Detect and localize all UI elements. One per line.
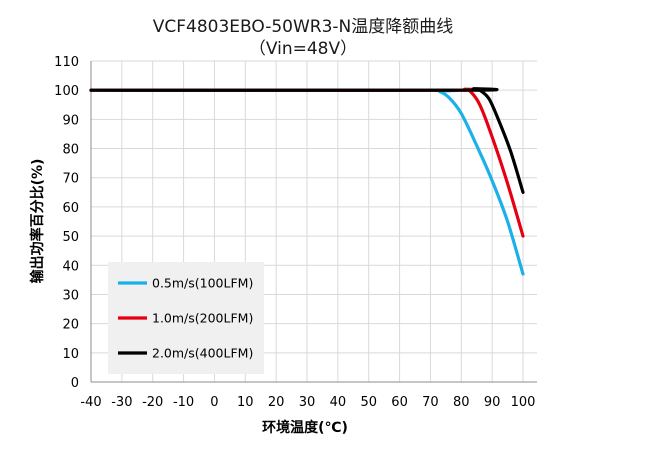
x-tick-label: 90 (484, 395, 501, 410)
x-axis-title: 环境温度(℃) (262, 419, 348, 436)
y-tick-label: 100 (54, 84, 79, 99)
x-tick-label: 100 (511, 395, 536, 410)
y-tick-label: 90 (62, 113, 79, 128)
series-line (89, 87, 525, 194)
x-tick-label: 40 (330, 395, 347, 410)
x-tick-labels: -40 -30 -20 -10 0 10 20 30 40 50 60 70 80 90 100 (80, 395, 535, 410)
y-tick-label: 50 (62, 230, 79, 245)
y-tick-label: 70 (62, 172, 79, 187)
axes (90, 61, 537, 383)
x-tick-label: 20 (268, 395, 285, 410)
chart-subtitle: （Vin=48V） (249, 39, 357, 59)
y-tick-label: 80 (62, 143, 79, 158)
series-lines (89, 87, 525, 276)
x-tick-label: 80 (453, 395, 470, 410)
legend: 0.5m/s(100LFM) 1.0m/s(200LFM) 2.0m/s(400LF… (108, 262, 264, 374)
y-tick-label: 0 (71, 376, 79, 391)
y-tick-label: 60 (62, 201, 79, 216)
legend-label: 2.0m/s(400LFM) (152, 346, 253, 361)
x-tick-label: 50 (360, 395, 377, 410)
x-tick-label: 30 (299, 395, 316, 410)
legend-label: 1.0m/s(200LFM) (152, 311, 253, 326)
x-tick-label: 0 (210, 395, 218, 410)
x-tick-label: 10 (237, 395, 254, 410)
x-tick-label: -30 (111, 395, 132, 410)
x-tick-label: -20 (142, 395, 163, 410)
y-tick-labels: 0 10 20 30 40 50 60 70 80 90 100 110 (54, 55, 79, 391)
y-tick-label: 10 (62, 347, 79, 362)
grid-lines (91, 60, 537, 382)
chart-title: VCF4803EBO-50WR3-N温度降额曲线 (153, 17, 454, 37)
y-tick-label: 110 (54, 55, 79, 70)
legend-label: 0.5m/s(100LFM) (152, 276, 253, 291)
x-tick-label: 60 (391, 395, 408, 410)
x-tick-label: -10 (173, 395, 194, 410)
y-tick-label: 30 (62, 288, 79, 303)
x-tick-label: -40 (80, 395, 101, 410)
x-tick-label: 70 (422, 395, 439, 410)
y-tick-label: 20 (62, 318, 79, 333)
y-axis-title: 输出功率百分比(%) (29, 159, 46, 284)
y-tick-label: 40 (62, 259, 79, 274)
